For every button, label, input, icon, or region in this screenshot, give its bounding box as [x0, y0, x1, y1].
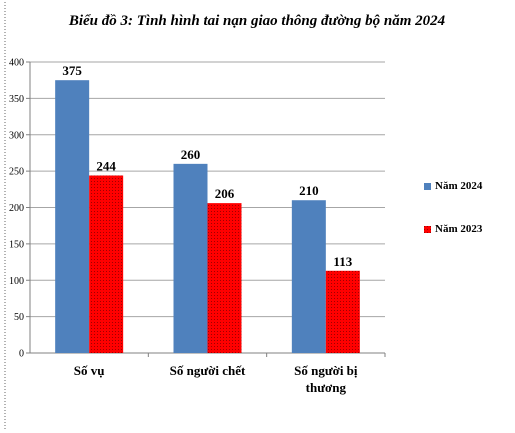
y-tick-label: 400: [9, 58, 24, 69]
y-tick-label: 350: [9, 94, 24, 105]
y-tick-label: 0: [19, 349, 24, 360]
y-tick-label: 100: [9, 276, 24, 287]
bar: [89, 175, 124, 353]
data-label: 244: [96, 158, 116, 173]
y-tick-label: 50: [14, 312, 24, 323]
category-label: Số người bị: [294, 363, 358, 378]
chart-title: Biểu đồ 3: Tình hình tai nạn giao thông …: [68, 13, 446, 29]
category-label: Số vụ: [74, 363, 105, 378]
y-tick-label: 250: [9, 167, 24, 178]
bar: [173, 163, 208, 353]
bar: [325, 270, 360, 353]
legend: Năm 2024 Năm 2023: [424, 180, 483, 235]
labels: 375 244 Số vụ 260 206 Số người chết 210 113 Số n…: [62, 63, 358, 395]
data-label: 260: [181, 147, 201, 162]
data-label: 113: [333, 254, 352, 269]
y-tick-label: 150: [9, 239, 24, 250]
legend-swatch: [424, 226, 431, 233]
legend-label: Năm 2024: [435, 180, 483, 192]
data-label: 375: [62, 63, 82, 78]
legend-swatch: [424, 183, 431, 190]
bar: [291, 200, 326, 353]
category-label: Số người chết: [170, 363, 246, 378]
bar: [207, 203, 242, 353]
y-tick-label: 200: [9, 203, 24, 214]
category-label: thương: [306, 380, 347, 395]
legend-label: Năm 2023: [435, 223, 483, 235]
bar: [55, 80, 90, 353]
data-label: 206: [215, 186, 235, 201]
data-label: 210: [299, 183, 319, 198]
bars: [55, 80, 360, 353]
y-tick-label: 300: [9, 130, 24, 141]
